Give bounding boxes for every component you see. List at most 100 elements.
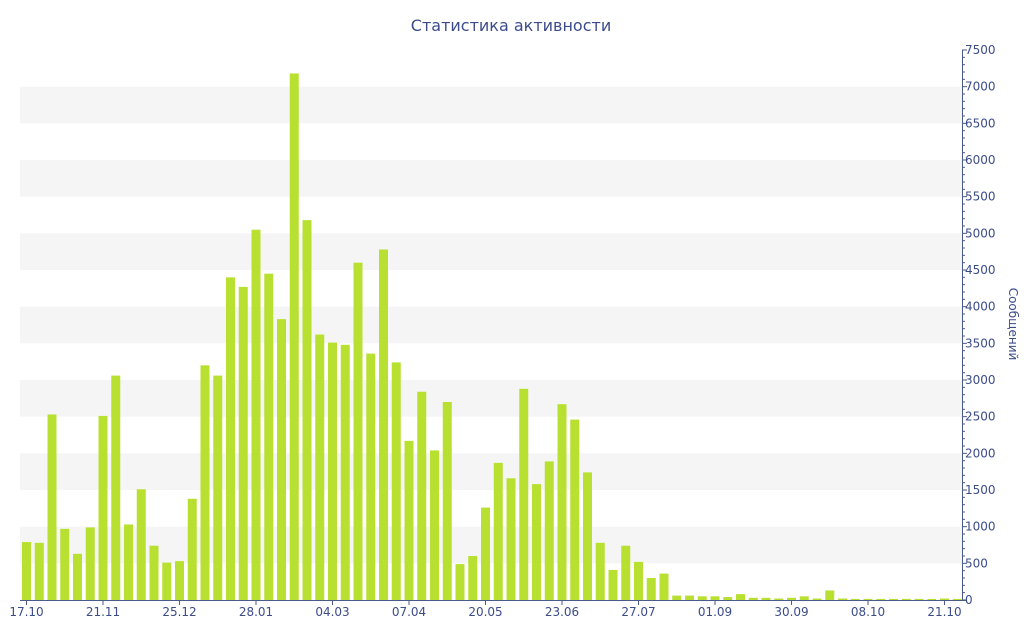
bar [506, 478, 516, 600]
bar [277, 319, 286, 600]
bar [238, 286, 248, 600]
bar [366, 353, 376, 600]
y-tick-label: 3500 [965, 336, 996, 350]
bar [430, 450, 439, 600]
bar [723, 597, 733, 600]
bar [621, 545, 631, 600]
bar [47, 414, 57, 600]
bar [149, 545, 159, 600]
bar [162, 562, 172, 600]
bar [787, 597, 796, 600]
bar [685, 595, 694, 600]
bar [889, 598, 898, 600]
grid-band [20, 453, 962, 490]
x-tick-label: 21.11 [86, 605, 120, 619]
y-tick-label: 4000 [965, 300, 996, 314]
bar [901, 598, 911, 600]
y-tick-label: 7000 [965, 80, 996, 94]
bar [812, 598, 822, 600]
bar [608, 569, 618, 600]
grid-band [20, 306, 962, 344]
bar [927, 598, 937, 600]
y-tick-label: 3000 [965, 373, 996, 387]
bar [659, 573, 669, 600]
x-tick-label: 20.05 [468, 605, 502, 619]
x-tick-label: 21.10 [927, 605, 961, 619]
bar [175, 561, 184, 600]
x-tick-label: 17.10 [9, 605, 43, 619]
bar [736, 594, 745, 600]
bar [60, 528, 70, 600]
y-tick-label: 2000 [965, 446, 996, 460]
bar [226, 277, 235, 600]
bar [85, 527, 95, 600]
bar [748, 597, 758, 600]
y-tick-label: 6500 [965, 116, 996, 130]
y-tick-label: 0 [965, 593, 973, 607]
bar [838, 598, 847, 600]
grid-band [20, 380, 962, 417]
bar [952, 598, 962, 600]
bar [404, 440, 414, 600]
bar [302, 220, 312, 600]
bar [328, 342, 337, 600]
x-tick-label: 04.03 [315, 605, 349, 619]
y-tick-label: 6000 [965, 153, 996, 167]
bar [710, 596, 720, 600]
y-tick-label: 1500 [965, 483, 996, 497]
bar [761, 597, 771, 600]
bar [672, 595, 682, 600]
y-tick-label: 5500 [965, 190, 996, 204]
bar [379, 249, 388, 600]
bar [863, 598, 873, 600]
bar [264, 273, 274, 600]
bar [481, 507, 490, 600]
bar [634, 561, 643, 600]
bar [583, 472, 592, 600]
bar [251, 229, 261, 601]
y-tick-label: 7500 [965, 43, 996, 57]
x-tick-label: 25.12 [162, 605, 196, 619]
x-tick-label: 01.09 [698, 605, 732, 619]
bar [519, 388, 529, 600]
grid-band [20, 526, 962, 564]
bar [544, 461, 554, 600]
bar [825, 590, 835, 600]
grid-band [20, 233, 962, 270]
bar [493, 462, 503, 600]
bar [570, 419, 580, 600]
x-tick-label: 23.06 [545, 605, 579, 619]
bar [850, 598, 860, 600]
bar [136, 489, 146, 600]
bar [187, 498, 197, 600]
bar [340, 344, 350, 600]
grid-bands [20, 86, 962, 564]
x-tick-label: 28.01 [239, 605, 273, 619]
y-tick-label: 1000 [965, 520, 996, 534]
grid-band [20, 160, 962, 197]
bar [73, 553, 82, 600]
bar [315, 334, 325, 600]
grid-band [20, 86, 962, 124]
bar [557, 404, 567, 600]
bar [213, 375, 223, 600]
bar [940, 598, 949, 600]
bar [646, 578, 656, 600]
x-axis: 17.10 21.11 25.12 28.01 04.03 07.04 20.05 23.06… [9, 600, 966, 619]
bar [442, 402, 452, 600]
bar [468, 556, 478, 600]
bar [914, 598, 924, 600]
x-tick-label: 27.07 [621, 605, 655, 619]
x-tick-label: 07.04 [392, 605, 426, 619]
bar [22, 542, 31, 600]
bar [98, 415, 108, 600]
bar [417, 391, 427, 600]
y-tick-label: 500 [965, 556, 988, 570]
bar [876, 598, 886, 600]
bar [124, 524, 133, 600]
y-axis: 0 500 1000 1500 2000 2500 3000 3500 4000 4500 5000… [962, 43, 996, 607]
bar [289, 73, 299, 601]
bar [697, 596, 707, 600]
